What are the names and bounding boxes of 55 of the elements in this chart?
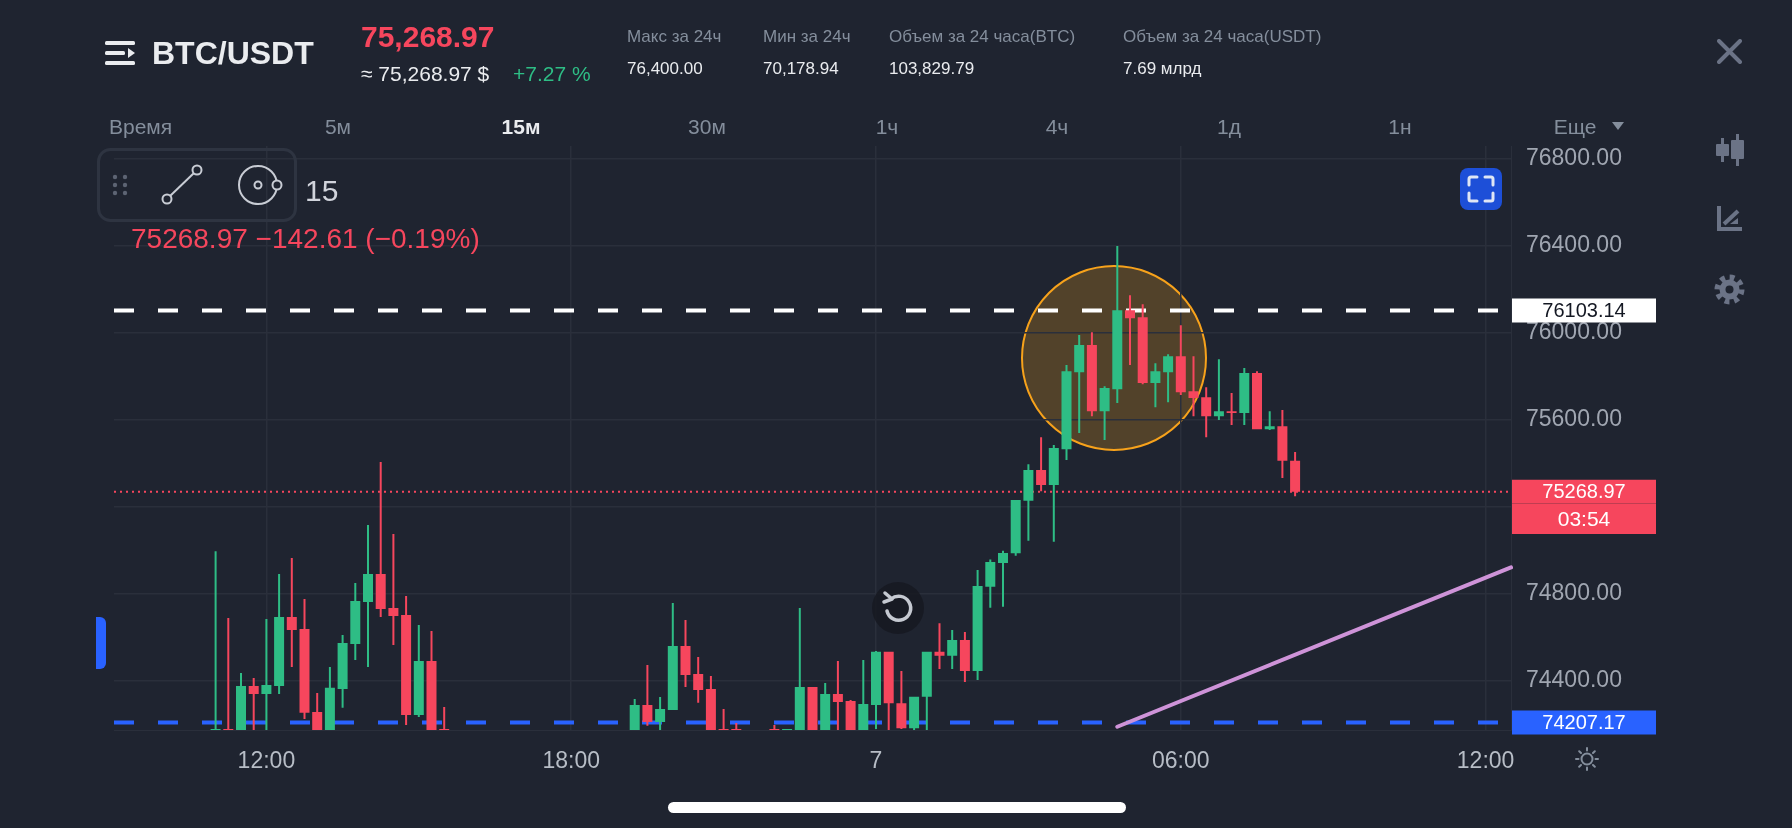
ref-line-label: 75268.97	[1542, 480, 1626, 503]
text: Время	[109, 114, 173, 140]
candlestick	[1125, 295, 1135, 366]
text: Макс за 24ч	[627, 27, 722, 47]
text: Объем за 24 часа(BTC)	[889, 27, 1076, 47]
candlestick	[439, 706, 450, 730]
text: Еще	[1553, 114, 1597, 140]
text: Объем за 24 часа(USDT)	[1123, 27, 1322, 47]
text: 70,178.94	[763, 59, 839, 79]
x-tick-label: 7	[869, 747, 883, 774]
text: 76,400.00	[627, 59, 703, 79]
candlestick	[248, 678, 259, 730]
candlestick	[223, 618, 234, 730]
text: 15м	[501, 114, 541, 140]
text: Мин за 24ч	[763, 27, 851, 47]
annotation: 15	[305, 173, 339, 209]
candlestick	[363, 525, 373, 667]
text: 4ч	[1045, 114, 1069, 140]
y-tick-label: 74400.00	[1526, 666, 1622, 693]
candlestick	[1213, 359, 1224, 421]
x-tick-label: 18:00	[542, 747, 600, 774]
text: 1н	[1388, 114, 1412, 140]
candlestick	[769, 725, 780, 730]
y-tick-label: 76400.00	[1526, 231, 1622, 258]
x-tick-label: 12:00	[237, 747, 296, 774]
text: 75,268.97	[361, 19, 495, 55]
text: 103,829.79	[889, 59, 975, 79]
chart-title: BTC/USDT	[152, 34, 314, 72]
text: 7.69 млрд	[1123, 59, 1202, 79]
text: ≈ 75,268.97 $	[361, 61, 490, 87]
candlestick	[388, 533, 399, 646]
candlestick	[718, 708, 729, 730]
text: 03:54	[1512, 504, 1656, 534]
y-tick-label: 75600.00	[1526, 405, 1622, 432]
candlestick	[998, 550, 1008, 607]
text: +7.27 %	[513, 61, 591, 87]
candlestick	[210, 551, 221, 730]
text: 1д	[1217, 114, 1241, 140]
candlestick	[1226, 393, 1237, 426]
annotation: 75268.97 −142.61 (−0.19%)	[131, 222, 480, 256]
candlestick	[934, 623, 945, 669]
text: 5м	[324, 114, 352, 140]
candlestick	[1188, 356, 1199, 417]
y-tick-label: 76800.00	[1526, 144, 1622, 171]
text: 1ч	[875, 114, 899, 140]
candlestick	[832, 660, 843, 730]
candlestick	[1264, 411, 1275, 431]
x-tick-label: 06:00	[1152, 747, 1210, 774]
ref-line-label: 74207.17	[1542, 711, 1626, 734]
x-tick-label: 12:00	[1456, 747, 1515, 774]
candlestick	[286, 558, 297, 667]
candlestick	[731, 723, 742, 730]
candlestick	[261, 618, 272, 730]
y-tick-label: 74800.00	[1526, 579, 1622, 606]
text: 30м	[688, 114, 726, 140]
